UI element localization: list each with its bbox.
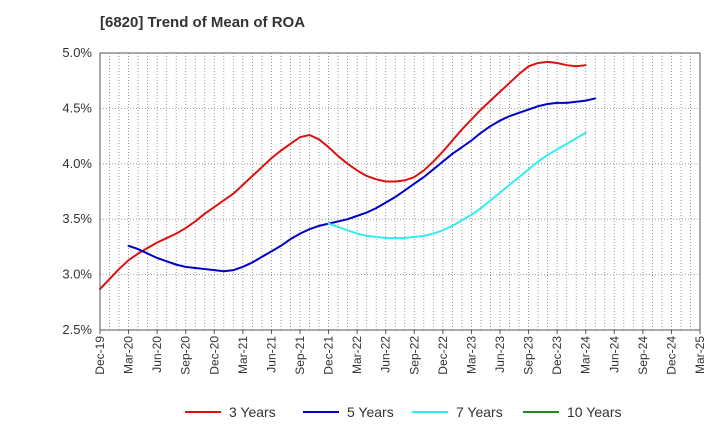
x-tick-label: Sep-20	[179, 336, 193, 375]
x-tick-label: Dec-20	[207, 336, 221, 375]
legend-label: 3 Years	[229, 404, 276, 420]
legend-label: 5 Years	[347, 404, 394, 420]
x-tick-label: Mar-22	[350, 336, 364, 374]
series-line-3-years	[99, 60, 587, 290]
x-tick-label: Sep-24	[636, 336, 650, 375]
legend-swatch	[412, 411, 448, 413]
x-tick-label: Jun-21	[264, 336, 278, 373]
plot-frame	[99, 52, 701, 331]
legend-item-5-years: 5 Years	[303, 404, 394, 420]
y-tick-label: 4.5%	[62, 100, 92, 115]
legend-item-10-years: 10 Years	[523, 404, 622, 420]
axis-layer	[99, 52, 701, 331]
y-tick-label: 3.0%	[62, 267, 92, 282]
x-tick-label: Dec-21	[322, 336, 336, 375]
x-tick-label: Jun-24	[607, 336, 621, 373]
x-tick-label: Sep-21	[293, 336, 307, 375]
chart-title: [6820] Trend of Mean of ROA	[100, 14, 306, 31]
legend-label: 7 Years	[456, 404, 503, 420]
x-axis-ticks: Dec-19 Mar-20 Jun-20 Sep-20 Dec-20 Mar-21 Jun-…	[93, 330, 707, 375]
x-tick-label: Mar-23	[464, 336, 478, 374]
y-tick-label: 2.5%	[62, 322, 92, 337]
legend-item-7-years: 7 Years	[412, 404, 503, 420]
x-tick-label: Dec-23	[550, 336, 564, 375]
y-tick-label: 5.0%	[62, 45, 92, 60]
series-line-5-years	[127, 97, 597, 273]
legend-label: 10 Years	[567, 404, 622, 420]
y-tick-label: 4.0%	[62, 156, 92, 171]
x-tick-label: Dec-22	[436, 336, 450, 375]
x-tick-label: Dec-19	[93, 336, 107, 375]
y-axis-ticks: 2.5% 3.0% 3.5% 4.0% 4.5% 5.0%	[62, 45, 92, 337]
series-layer	[99, 60, 597, 290]
x-tick-label: Jun-22	[379, 336, 393, 373]
legend: 3 Years 5 Years 7 Years 10 Years	[0, 404, 720, 428]
legend-swatch	[303, 411, 339, 413]
x-tick-label: Mar-24	[579, 336, 593, 374]
x-tick-label: Mar-21	[236, 336, 250, 374]
x-tick-label: Dec-24	[664, 336, 678, 375]
series-line-7-years	[327, 131, 587, 240]
x-tick-label: Mar-25	[693, 336, 707, 374]
legend-item-3-years: 3 Years	[185, 404, 276, 420]
grid-layer	[100, 53, 700, 330]
x-tick-label: Sep-23	[522, 336, 536, 375]
legend-swatch	[185, 411, 221, 413]
x-tick-label: Sep-22	[407, 336, 421, 375]
legend-swatch	[523, 411, 559, 413]
x-tick-label: Jun-23	[493, 336, 507, 373]
x-tick-label: Mar-20	[122, 336, 136, 374]
y-tick-label: 3.5%	[62, 211, 92, 226]
x-tick-label: Jun-20	[150, 336, 164, 373]
